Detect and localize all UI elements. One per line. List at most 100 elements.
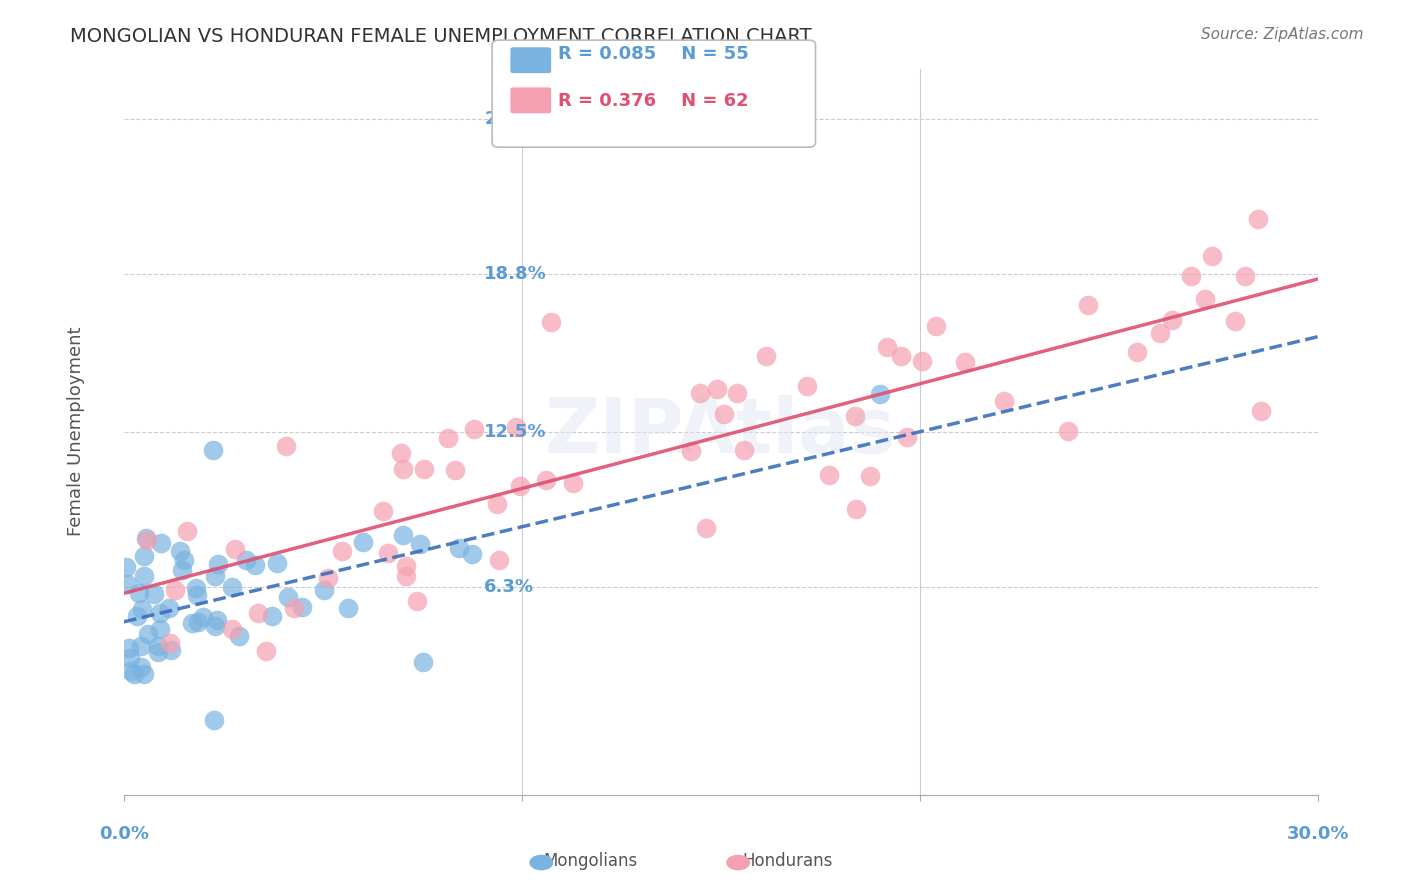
Point [679,444,702,458]
Point [869,387,891,401]
Point [224,542,246,557]
Point [117,577,139,591]
Point [1234,268,1257,283]
Text: 0.0%: 0.0% [98,825,149,843]
Point [228,630,250,644]
Point [955,354,977,368]
Text: Female Unemployment: Female Unemployment [67,327,86,536]
Point [389,446,412,460]
Text: 25.0%: 25.0% [484,110,547,128]
Point [187,615,209,629]
Point [755,349,778,363]
Point [204,619,226,633]
Point [534,474,557,488]
Point [911,354,934,368]
Point [377,546,399,560]
Point [120,664,142,678]
Point [202,443,225,458]
Point [336,601,359,615]
Point [1077,298,1099,312]
Point [186,588,208,602]
Point [157,601,180,615]
Point [1250,404,1272,418]
Point [437,431,460,445]
Text: ZIPAtlas: ZIPAtlas [546,394,896,468]
Point [277,591,299,605]
Point [159,636,181,650]
Point [176,524,198,539]
Point [844,409,866,423]
Point [136,627,159,641]
Point [318,571,340,585]
Point [191,609,214,624]
Point [449,541,471,556]
Text: R = 0.376    N = 62: R = 0.376 N = 62 [558,92,749,110]
Point [1161,313,1184,327]
Point [243,558,266,573]
Point [142,587,165,601]
Text: Source: ZipAtlas.com: Source: ZipAtlas.com [1201,27,1364,42]
Point [1056,424,1078,438]
Point [266,556,288,570]
Point [125,608,148,623]
Point [135,532,157,546]
Point [132,549,155,564]
Point [163,583,186,598]
Point [132,667,155,681]
Point [408,537,430,551]
Point [290,599,312,614]
Point [392,462,415,476]
Point [392,527,415,541]
Point [1149,326,1171,341]
Point [283,601,305,615]
Point [135,533,157,548]
Point [180,615,202,630]
Point [993,394,1015,409]
Point [505,420,527,434]
Point [134,568,156,582]
Point [488,553,510,567]
Point [221,622,243,636]
Point [859,469,882,483]
Text: 30.0%: 30.0% [1286,825,1348,843]
Point [461,547,484,561]
Point [170,563,193,577]
Point [540,315,562,329]
Point [159,643,181,657]
Point [817,467,839,482]
Text: 18.8%: 18.8% [484,265,547,283]
Point [129,639,152,653]
Point [184,581,207,595]
Point [115,559,138,574]
Point [148,645,170,659]
Point [725,385,748,400]
Point [485,497,508,511]
Point [1201,249,1223,263]
Point [204,569,226,583]
Point [149,536,172,550]
Point [733,442,755,457]
Point [149,622,172,636]
Point [444,463,467,477]
Point [204,713,226,727]
Point [129,660,152,674]
Point [247,607,270,621]
Point [1247,211,1270,226]
Point [1180,268,1202,283]
Point [561,475,583,490]
Point [122,666,145,681]
Text: Mongolians: Mongolians [543,852,638,870]
Point [395,569,418,583]
Text: MONGOLIAN VS HONDURAN FEMALE UNEMPLOYMENT CORRELATION CHART: MONGOLIAN VS HONDURAN FEMALE UNEMPLOYMEN… [70,27,811,45]
Point [412,656,434,670]
Point [117,641,139,656]
Point [274,439,297,453]
Point [689,385,711,400]
Point [207,558,229,572]
Point [463,422,485,436]
Point [413,461,436,475]
Text: R = 0.085    N = 55: R = 0.085 N = 55 [558,45,749,62]
Point [706,382,728,396]
Point [221,580,243,594]
Text: Hondurans: Hondurans [742,852,832,870]
